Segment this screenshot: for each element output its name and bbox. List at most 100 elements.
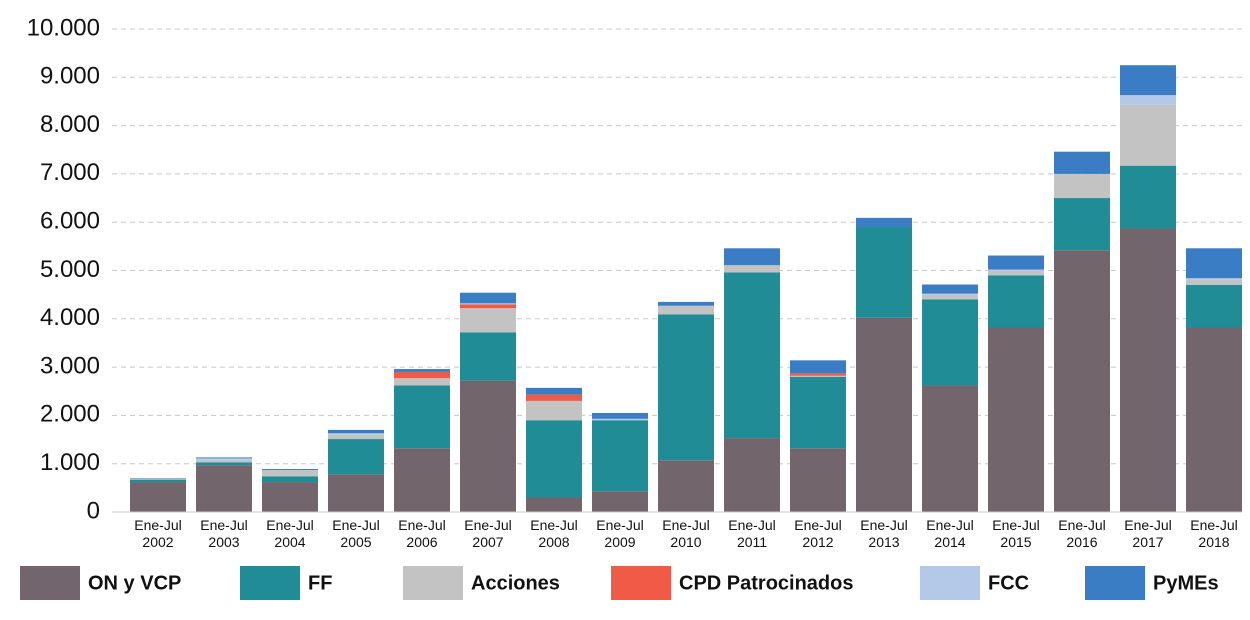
bar-segment bbox=[1120, 65, 1176, 96]
bar-segment bbox=[790, 373, 846, 376]
x-tick-label: Ene-Jul 2015 bbox=[992, 517, 1040, 550]
y-tick-label: 2.000 bbox=[40, 401, 100, 428]
bar-segment bbox=[394, 385, 450, 449]
bar-segment bbox=[1186, 248, 1242, 279]
bar-segment bbox=[988, 275, 1044, 328]
y-tick-label: 4.000 bbox=[40, 304, 100, 331]
bar-segment bbox=[856, 217, 912, 228]
y-tick-label: 5.000 bbox=[40, 256, 100, 283]
legend-swatch bbox=[611, 566, 671, 600]
bar-segment bbox=[196, 457, 252, 459]
bar-segment bbox=[592, 420, 648, 492]
bar-segment bbox=[526, 420, 582, 498]
bar-segment bbox=[1120, 95, 1176, 105]
legend-label: ON y VCP bbox=[88, 572, 181, 594]
y-tick-label: 8.000 bbox=[40, 111, 100, 138]
bar-segment bbox=[1054, 173, 1110, 199]
bar-segment bbox=[724, 265, 780, 273]
bar-segment bbox=[196, 465, 252, 512]
x-tick-label: Ene-Jul 2007 bbox=[464, 517, 512, 550]
bar-segment bbox=[592, 412, 648, 419]
x-tick-label: Ene-Jul 2018 bbox=[1190, 517, 1238, 550]
bar-segment bbox=[658, 305, 714, 315]
bar-segment bbox=[460, 332, 516, 381]
y-tick-label: 0 bbox=[87, 497, 100, 524]
bar-segment bbox=[328, 474, 384, 512]
bar-segment bbox=[1120, 228, 1176, 512]
bar-segment bbox=[1054, 250, 1110, 513]
x-tick-label: Ene-Jul 2008 bbox=[530, 517, 578, 550]
x-tick-label: Ene-Jul 2004 bbox=[266, 517, 314, 550]
bar-segment bbox=[394, 369, 450, 372]
bar-segment bbox=[1186, 327, 1242, 512]
bar-segment bbox=[262, 469, 318, 470]
bar-segment bbox=[460, 292, 516, 304]
legend-label: CPD Patrocinados bbox=[679, 572, 853, 594]
y-tick-label: 6.000 bbox=[40, 208, 100, 235]
x-tick-label: Ene-Jul 2016 bbox=[1058, 517, 1106, 550]
bar-segment bbox=[658, 314, 714, 461]
x-tick-label: Ene-Jul 2014 bbox=[926, 517, 974, 550]
legend-swatch bbox=[20, 566, 80, 600]
bar-segment bbox=[460, 304, 516, 309]
bar-segment bbox=[922, 385, 978, 512]
x-tick-label: Ene-Jul 2011 bbox=[728, 517, 776, 550]
legend-swatch bbox=[240, 566, 300, 600]
bar-segment bbox=[460, 380, 516, 512]
bar-segment bbox=[328, 429, 384, 434]
bar-segment bbox=[988, 255, 1044, 270]
bar-segment bbox=[328, 439, 384, 475]
bar-segment bbox=[790, 376, 846, 449]
bar-segment bbox=[196, 458, 252, 460]
bar-segment bbox=[1054, 198, 1110, 251]
x-tick-label: Ene-Jul 2013 bbox=[860, 517, 908, 550]
bar-segment bbox=[262, 482, 318, 512]
x-tick-label: Ene-Jul 2012 bbox=[794, 517, 842, 550]
bar-segment bbox=[988, 269, 1044, 271]
bar-segment bbox=[526, 497, 582, 512]
legend-label: FCC bbox=[988, 572, 1029, 594]
bar-segment bbox=[988, 327, 1044, 512]
bar-segment bbox=[724, 272, 780, 439]
bar-segment bbox=[658, 301, 714, 306]
bar-segment bbox=[592, 491, 648, 512]
bar-segment bbox=[196, 462, 252, 466]
bar-segment bbox=[790, 448, 846, 512]
y-tick-label: 9.000 bbox=[40, 63, 100, 90]
bar-segment bbox=[922, 294, 978, 300]
bar-segment bbox=[130, 479, 186, 483]
bar-segment bbox=[1120, 165, 1176, 229]
bar-segment bbox=[1186, 278, 1242, 280]
x-tick-label: Ene-Jul 2003 bbox=[200, 517, 248, 550]
bar-segment bbox=[262, 476, 318, 483]
y-tick-label: 10.000 bbox=[27, 14, 100, 41]
bar-segment bbox=[328, 434, 384, 440]
legend-label: FF bbox=[308, 572, 332, 594]
bar-segment bbox=[526, 394, 582, 401]
y-tick-label: 7.000 bbox=[40, 159, 100, 186]
bar-segment bbox=[856, 227, 912, 318]
legend-label: Acciones bbox=[471, 572, 560, 594]
x-tick-label: Ene-Jul 2002 bbox=[134, 517, 182, 550]
bar-segment bbox=[988, 270, 1044, 276]
bar-segment bbox=[922, 299, 978, 386]
legend-swatch bbox=[403, 566, 463, 600]
y-tick-label: 3.000 bbox=[40, 352, 100, 379]
y-tick-label: 1.000 bbox=[40, 449, 100, 476]
bar-segment bbox=[394, 371, 450, 379]
bar-segment bbox=[1186, 279, 1242, 285]
bar-segment bbox=[262, 469, 318, 477]
bar-segment bbox=[922, 284, 978, 294]
bar-segment bbox=[130, 482, 186, 512]
bar-segment bbox=[856, 317, 912, 512]
bar-segment bbox=[394, 448, 450, 512]
bar-segment bbox=[724, 438, 780, 512]
legend-swatch bbox=[920, 566, 980, 600]
bar-segment bbox=[922, 293, 978, 295]
bar-segment bbox=[460, 308, 516, 333]
x-tick-label: Ene-Jul 2005 bbox=[332, 517, 380, 550]
legend-label: PyMEs bbox=[1153, 572, 1219, 594]
x-tick-label: Ene-Jul 2006 bbox=[398, 517, 446, 550]
bar-segment bbox=[196, 459, 252, 463]
